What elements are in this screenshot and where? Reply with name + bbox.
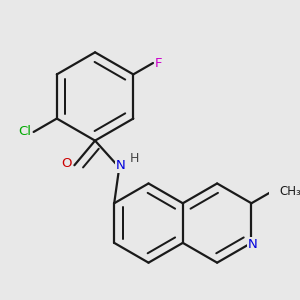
Text: H: H bbox=[130, 152, 140, 165]
Text: CH₃: CH₃ bbox=[279, 185, 300, 198]
Text: O: O bbox=[61, 158, 72, 170]
Text: N: N bbox=[248, 238, 258, 251]
Text: F: F bbox=[155, 56, 163, 70]
Text: N: N bbox=[116, 159, 125, 172]
Text: Cl: Cl bbox=[18, 125, 31, 138]
